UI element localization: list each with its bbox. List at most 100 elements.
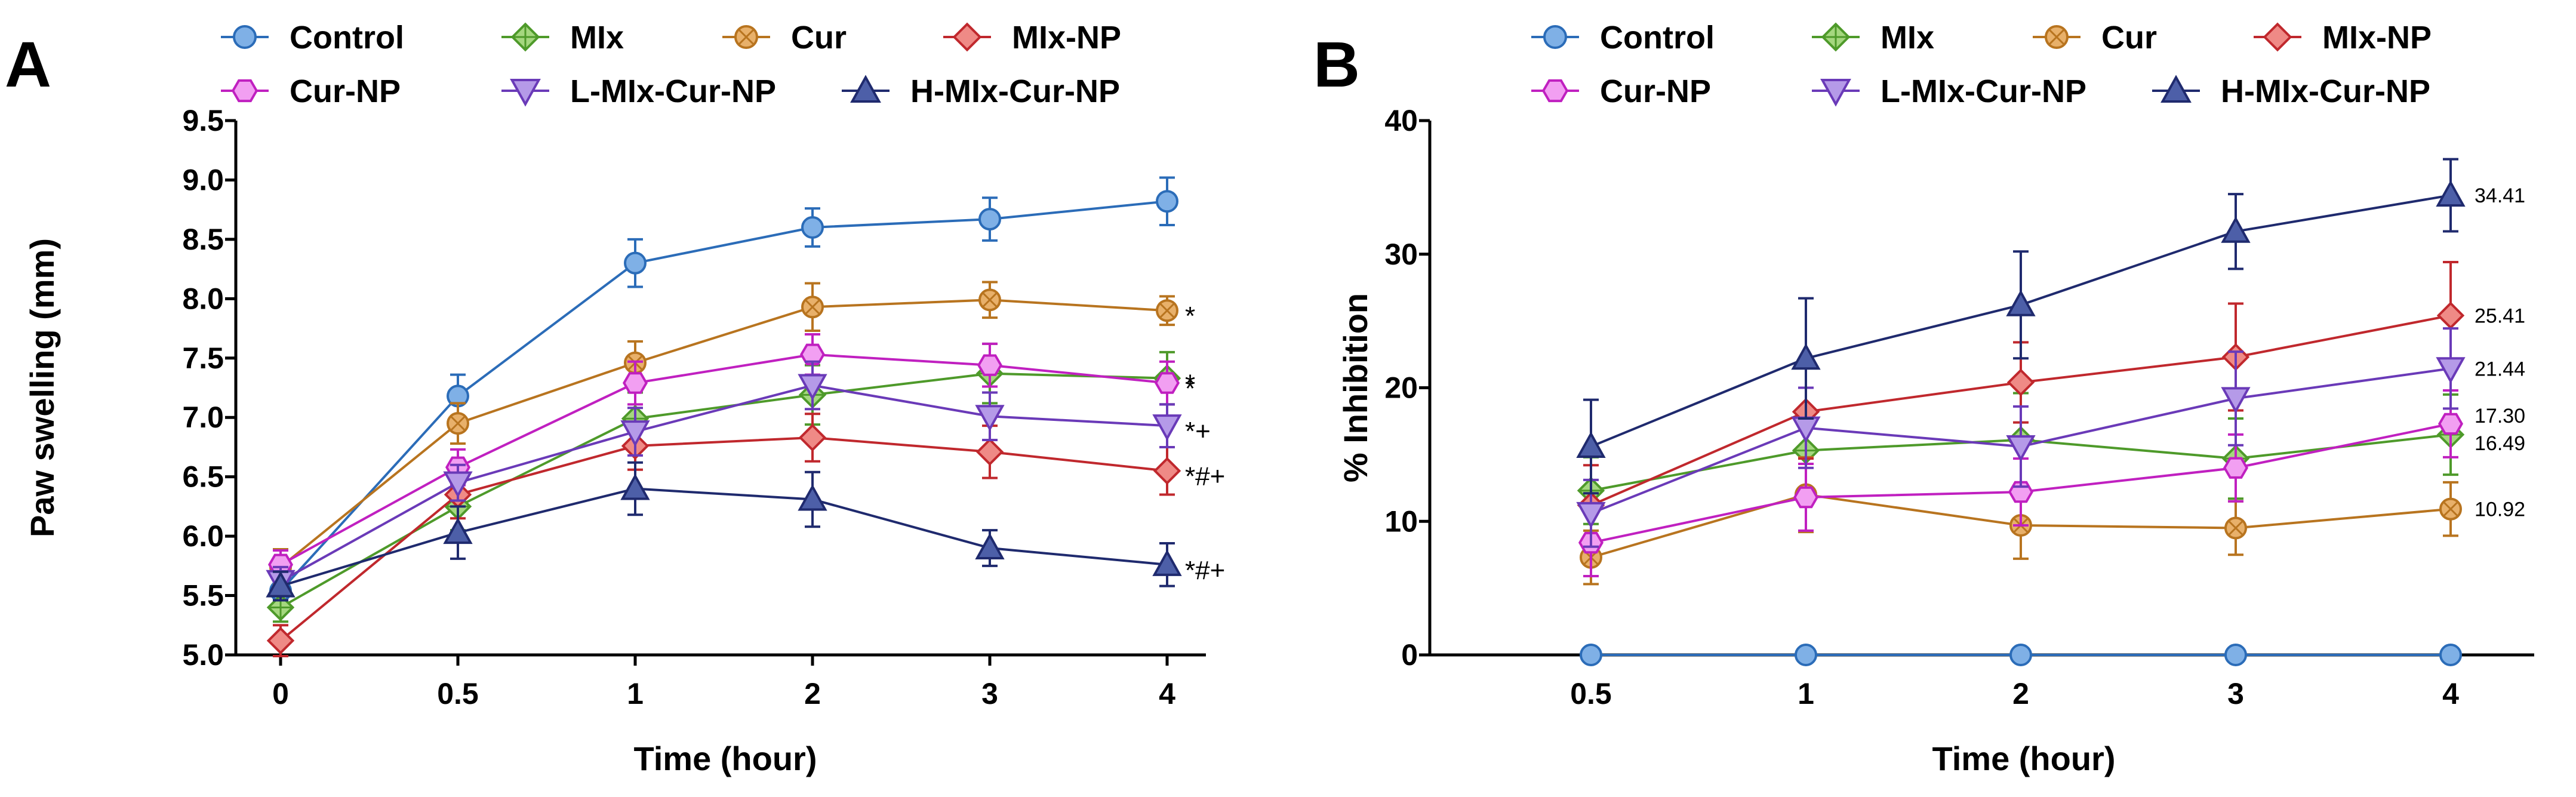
data-point (266, 571, 296, 598)
data-point (620, 420, 650, 447)
legend-marker (2045, 25, 2069, 49)
series-h-mix-cur-np (1576, 158, 2466, 495)
legend-label: MIx-NP (2322, 20, 2432, 56)
chart-a: 5.0 5.5 6.0 6.5 7.0 7.5 8.0 8.5 9.0 9.5 0 0.5 1 2 3 4 Ti… (23, 20, 1225, 777)
data-point (1580, 644, 1602, 666)
y-tick-label: 20 (1384, 371, 1418, 405)
y-tick-label: 6.5 (182, 460, 224, 494)
legend-item-l-mix-cur-np: L-MIx-Cur-NP (1812, 73, 2086, 109)
legend-label: Cur (2101, 20, 2157, 56)
legend-item-cur-np: Cur-NP (221, 73, 401, 109)
legend-label: Control (1600, 20, 1715, 56)
significance-label: * (1185, 374, 1195, 404)
significance-label: * (1185, 370, 1195, 399)
series-l-mix-cur-np (266, 360, 1182, 597)
panel-letter-a: A (5, 28, 51, 100)
data-point (1793, 486, 1819, 509)
data-point (266, 626, 295, 655)
chart-b: 0 10 20 30 40 0.5 1 2 3 4 Time (hour) % Inhibition C… (1337, 20, 2534, 777)
value-label: 16.49 (2475, 432, 2525, 455)
data-point (2009, 644, 2032, 666)
data-point (447, 412, 469, 435)
y-tick-label: 9.0 (182, 163, 224, 196)
y-tick-label: 7.5 (182, 341, 224, 375)
legend-marker (952, 22, 982, 52)
significance-label: * (1185, 301, 1195, 331)
legend-item-cur: Cur (722, 20, 847, 56)
data-point (1152, 414, 1182, 441)
data-point (1152, 549, 1182, 576)
data-point (977, 354, 1003, 376)
series-control (1580, 644, 2462, 666)
significance-label: *+ (1185, 417, 1211, 446)
legend-marker (233, 25, 257, 49)
data-point (1154, 372, 1180, 394)
x-tick-label: 0.5 (1570, 677, 1612, 710)
data-point (443, 517, 473, 544)
y-tick-label: 9.5 (182, 104, 224, 137)
data-point (801, 216, 824, 239)
significance-label: *#+ (1185, 556, 1225, 585)
y-tick-label: 5.5 (182, 579, 224, 613)
y-tick-label: 6.0 (182, 519, 224, 553)
x-tick-label: 3 (2227, 677, 2244, 710)
y-tick-label: 30 (1384, 238, 1418, 271)
legend-item-l-mix-cur-np: L-MIx-Cur-NP (501, 73, 776, 109)
data-point (1795, 644, 1817, 666)
data-point (624, 251, 647, 275)
legend-label: L-MIx-Cur-NP (570, 73, 776, 109)
x-tick-label: 0 (272, 677, 289, 710)
data-point (798, 423, 827, 452)
series-line-cur (279, 299, 1168, 568)
data-point (2006, 435, 2036, 462)
data-point (1156, 299, 1178, 322)
legend-item-mix: MIx (501, 20, 624, 56)
y-axis-title: Paw swelling (mm) (23, 238, 61, 537)
legend-label: Cur-NP (1600, 73, 1711, 109)
x-axis-title: Time (hour) (1932, 740, 2116, 777)
series-line-mix-np (279, 436, 1168, 642)
x-tick-label: 2 (2012, 677, 2029, 710)
legend-item-mix-np: MIx-NP (943, 20, 1121, 56)
legend-label: Cur (791, 20, 847, 56)
series-line-mix (280, 372, 1168, 609)
data-point (2221, 387, 2251, 414)
data-point (2439, 644, 2462, 666)
legend-label: L-MIx-Cur-NP (1881, 73, 2086, 109)
y-axis-title: % Inhibition (1337, 293, 1374, 482)
value-label: 17.30 (2475, 405, 2525, 427)
legend-marker (1820, 79, 1851, 107)
legend-marker (510, 22, 540, 52)
x-tick-label: 0.5 (437, 677, 479, 710)
data-point (1153, 457, 1181, 485)
data-point (620, 473, 650, 500)
legend-item-mix: MIx (1812, 20, 1934, 56)
data-point (801, 296, 824, 319)
data-point (799, 343, 826, 365)
series-l-mix-cur-np (1576, 327, 2466, 548)
legend-marker (734, 25, 758, 49)
x-tick-label: 1 (627, 677, 644, 710)
series-mix (266, 342, 1181, 623)
data-point (2224, 644, 2247, 666)
data-point (2223, 457, 2249, 479)
legend-marker (2263, 22, 2292, 52)
y-tick-label: 0 (1401, 638, 1418, 672)
legend-label: H-MIx-Cur-NP (2221, 73, 2430, 109)
data-point (798, 484, 827, 511)
data-point (2439, 497, 2462, 521)
x-tick-label: 3 (981, 677, 998, 710)
data-point (975, 533, 1005, 559)
series-h-mix-cur-np (266, 461, 1182, 602)
y-tick-label: 7.0 (182, 401, 224, 434)
legend-label: Cur-NP (290, 73, 401, 109)
legend-marker (1541, 79, 1569, 103)
series-line-l-mix-cur-np (280, 384, 1168, 583)
legend-label: Control (290, 20, 404, 56)
data-point (2006, 368, 2035, 396)
data-point (1576, 501, 1606, 529)
data-point (978, 288, 1001, 312)
value-label: 25.41 (2475, 304, 2525, 327)
data-point (2437, 413, 2464, 435)
